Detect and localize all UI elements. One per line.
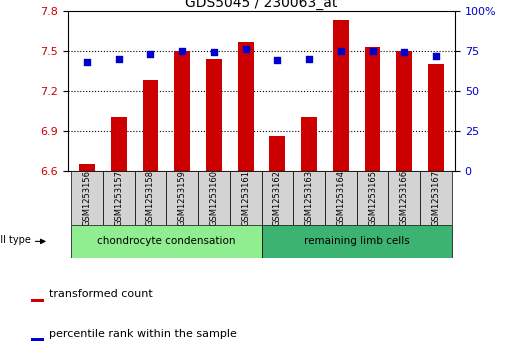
Bar [325, 171, 357, 225]
Bar [31, 299, 44, 302]
Text: GSM1253156: GSM1253156 [83, 170, 92, 226]
Point [368, 48, 377, 54]
Text: GSM1253163: GSM1253163 [304, 170, 314, 226]
Bar [396, 51, 412, 171]
Text: GSM1253160: GSM1253160 [209, 170, 219, 226]
Point [337, 48, 345, 54]
Bar [293, 171, 325, 225]
Bar [262, 225, 452, 258]
Point [83, 59, 91, 65]
Bar [365, 47, 380, 171]
Text: GSM1253166: GSM1253166 [400, 170, 409, 226]
Bar [71, 225, 262, 258]
Bar [143, 80, 158, 171]
Text: cell type: cell type [0, 235, 31, 245]
Point [400, 49, 408, 55]
Bar [428, 64, 444, 171]
Text: GSM1253165: GSM1253165 [368, 170, 377, 226]
Point [178, 48, 186, 54]
Text: GSM1253158: GSM1253158 [146, 170, 155, 226]
Text: chondrocyte condensation: chondrocyte condensation [97, 236, 235, 246]
Bar [301, 117, 317, 171]
Bar [103, 171, 134, 225]
Bar [269, 136, 285, 171]
Text: GSM1253167: GSM1253167 [431, 170, 440, 226]
Point [115, 56, 123, 62]
Bar [420, 171, 452, 225]
Text: remaining limb cells: remaining limb cells [304, 236, 410, 246]
Bar [230, 171, 262, 225]
Bar [238, 41, 254, 171]
Text: GSM1253164: GSM1253164 [336, 170, 345, 226]
Title: GDS5045 / 230063_at: GDS5045 / 230063_at [185, 0, 338, 10]
Point [305, 56, 313, 62]
Text: GSM1253159: GSM1253159 [178, 170, 187, 226]
Bar [333, 20, 349, 171]
Point [210, 49, 218, 55]
Bar [71, 171, 103, 225]
Bar [134, 171, 166, 225]
Text: GSM1253157: GSM1253157 [114, 170, 123, 226]
Text: GSM1253162: GSM1253162 [273, 170, 282, 226]
Text: transformed count: transformed count [49, 289, 153, 299]
Bar [31, 338, 44, 342]
Point [146, 51, 155, 57]
Text: percentile rank within the sample: percentile rank within the sample [49, 329, 237, 339]
Bar [262, 171, 293, 225]
Bar [79, 164, 95, 171]
Bar [389, 171, 420, 225]
Point [273, 57, 281, 63]
Bar [198, 171, 230, 225]
Bar [206, 59, 222, 171]
Bar [166, 171, 198, 225]
Bar [357, 171, 389, 225]
Bar [174, 51, 190, 171]
Bar [111, 117, 127, 171]
Point [432, 53, 440, 58]
Point [242, 46, 250, 52]
Text: GSM1253161: GSM1253161 [241, 170, 250, 226]
